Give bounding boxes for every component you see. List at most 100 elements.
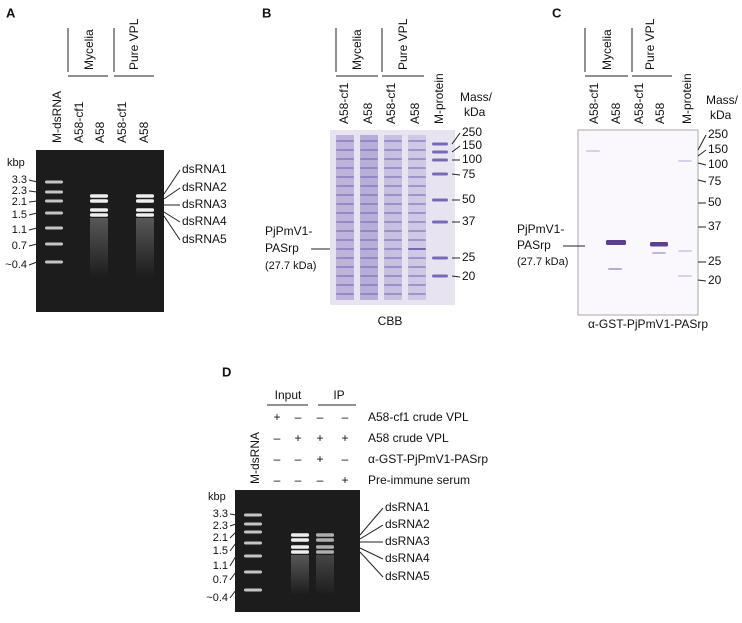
lane-label: A58	[137, 121, 151, 143]
sign: –	[342, 452, 349, 466]
connector	[451, 173, 461, 176]
marker-label: 100	[462, 152, 482, 166]
band	[360, 203, 378, 205]
sign: +	[341, 431, 348, 445]
band	[336, 149, 354, 151]
connector	[163, 169, 181, 195]
ladder-label: ~0.4	[5, 259, 27, 271]
protein-label: PASrp	[265, 241, 299, 255]
lane-label: M-dsRNA	[248, 432, 262, 484]
condition-label: Pre-immune serum	[368, 473, 470, 487]
band	[432, 142, 448, 146]
connector	[28, 212, 38, 216]
lane-label: A58-cf1	[337, 82, 351, 124]
ladder-label: 2.3	[12, 185, 27, 197]
marker-label: 50	[462, 192, 476, 206]
band	[45, 226, 63, 230]
band	[432, 158, 448, 162]
band	[408, 275, 426, 277]
band	[384, 203, 402, 205]
band	[360, 167, 378, 169]
ladder-label: 0.7	[12, 240, 27, 252]
band	[45, 180, 63, 184]
sign: –	[274, 452, 281, 466]
band	[408, 257, 426, 259]
marker-label: 37	[708, 219, 722, 233]
marker-label: 25	[708, 254, 722, 268]
band	[336, 275, 354, 277]
lane-label: A58	[361, 102, 375, 124]
band	[244, 554, 262, 558]
smear	[291, 555, 309, 595]
lane-label: A58-cf1	[72, 101, 86, 143]
connector	[229, 523, 237, 527]
marker-label: 100	[708, 157, 728, 171]
band	[336, 167, 354, 169]
band	[408, 158, 426, 160]
group-label: Mycelia	[350, 29, 364, 70]
band	[45, 190, 63, 194]
group-header: IP	[333, 388, 344, 402]
band	[384, 293, 402, 295]
band	[360, 248, 378, 250]
connector	[28, 200, 38, 203]
sign: –	[295, 452, 302, 466]
connector	[359, 524, 384, 540]
band	[336, 284, 354, 286]
band	[384, 167, 402, 169]
band	[360, 185, 378, 187]
band	[316, 545, 334, 549]
band-label: dsRNA5	[385, 569, 430, 583]
band	[136, 194, 154, 198]
band	[384, 176, 402, 178]
panel-label: D	[222, 364, 231, 379]
caption: α-GST-PjPmV1-PASrp	[588, 317, 708, 331]
marker-label: 250	[708, 127, 728, 141]
marker-label: 20	[462, 269, 476, 283]
connector	[163, 211, 181, 223]
band	[336, 230, 354, 232]
band	[360, 284, 378, 286]
sign: –	[317, 410, 324, 424]
connector	[451, 275, 461, 278]
marker-label: 150	[708, 142, 728, 156]
band	[360, 257, 378, 259]
band	[336, 293, 354, 295]
sign: +	[341, 473, 348, 487]
band	[336, 239, 354, 241]
band	[408, 140, 426, 142]
protein-label: (27.7 kDa)	[265, 260, 316, 272]
band	[408, 212, 426, 214]
band-label: dsRNA4	[385, 551, 430, 565]
marker-label: 20	[708, 273, 722, 287]
band	[408, 230, 426, 232]
band-label: dsRNA1	[385, 500, 430, 514]
band	[244, 513, 262, 517]
connector	[28, 243, 38, 247]
band	[90, 194, 108, 198]
panel-label: A	[6, 5, 16, 20]
connector	[229, 542, 237, 552]
band	[408, 149, 426, 151]
band	[244, 588, 262, 592]
band	[408, 284, 426, 286]
band	[90, 208, 108, 212]
band	[336, 185, 354, 187]
band	[45, 260, 63, 264]
lane-label: A58-cf1	[115, 101, 129, 143]
protein-label: PjPmV1-	[265, 224, 312, 238]
band	[360, 140, 378, 142]
band	[360, 293, 378, 295]
connector	[451, 132, 461, 145]
lane-label: A58-cf1	[632, 82, 646, 124]
band	[608, 268, 622, 270]
band	[432, 172, 448, 176]
sign: +	[294, 431, 301, 445]
ladder-label: 3.3	[12, 174, 27, 186]
sign: +	[316, 431, 323, 445]
band	[360, 275, 378, 277]
smear	[90, 218, 108, 278]
band	[408, 203, 426, 205]
band	[678, 250, 692, 252]
smear	[136, 218, 154, 278]
